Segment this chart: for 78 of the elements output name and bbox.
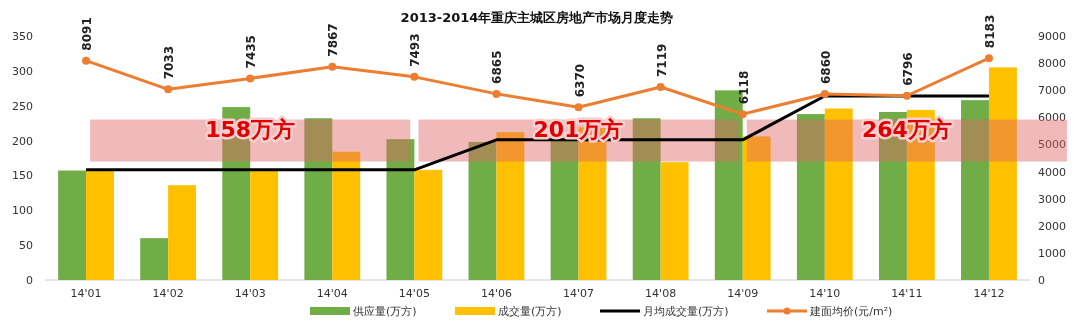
x-tick-label: 14'11 bbox=[891, 287, 923, 300]
legend-label: 月均成交量(万方) bbox=[643, 305, 729, 318]
point bbox=[410, 72, 419, 81]
bar bbox=[742, 136, 771, 280]
data-label: 7119 bbox=[654, 43, 669, 77]
x-tick-label: 14'06 bbox=[480, 287, 512, 300]
bar bbox=[386, 139, 415, 280]
bar bbox=[550, 140, 579, 280]
y-tick-label: 150 bbox=[12, 169, 33, 183]
bar bbox=[660, 162, 689, 280]
data-label: 6865 bbox=[490, 50, 505, 84]
bar bbox=[250, 169, 279, 280]
x-tick-label: 14'07 bbox=[563, 287, 595, 300]
point bbox=[984, 54, 993, 63]
bar bbox=[988, 67, 1017, 280]
y-tick-label: 100 bbox=[12, 204, 33, 218]
bar bbox=[86, 170, 114, 280]
bar bbox=[496, 132, 525, 280]
chart-title: 2013-2014年重庆主城区房地产市场月度走势 bbox=[400, 10, 674, 25]
bar bbox=[824, 108, 853, 280]
y2-tick-label: 2000 bbox=[1038, 219, 1066, 233]
data-label: 6118 bbox=[736, 70, 751, 105]
y-tick-label: 300 bbox=[12, 64, 33, 78]
x-tick-label: 14'12 bbox=[973, 287, 1005, 300]
y-tick-label: 0 bbox=[26, 274, 33, 287]
point bbox=[574, 103, 583, 112]
y2-tick-label: 9000 bbox=[1038, 30, 1066, 43]
data-label: 8091 bbox=[80, 17, 95, 51]
x-tick-label: 14'04 bbox=[316, 287, 348, 300]
point bbox=[164, 85, 173, 94]
y2-tick-label: 1000 bbox=[1038, 246, 1066, 260]
y2-tick-label: 8000 bbox=[1038, 57, 1066, 71]
y2-tick-label: 3000 bbox=[1038, 192, 1066, 206]
x-tick-label: 14'03 bbox=[234, 287, 266, 300]
y2-tick-label: 0 bbox=[1038, 274, 1045, 287]
y2-tick-label: 4000 bbox=[1038, 165, 1066, 179]
point bbox=[738, 110, 747, 119]
y-tick-label: 200 bbox=[12, 134, 33, 148]
x-tick-label: 14'02 bbox=[152, 287, 184, 300]
bar bbox=[332, 151, 361, 280]
bar bbox=[632, 118, 661, 280]
data-label: 7435 bbox=[244, 35, 259, 69]
data-label: 6860 bbox=[818, 50, 833, 85]
data-label: 6370 bbox=[572, 63, 587, 98]
data-label: 6796 bbox=[900, 52, 915, 86]
y2-tick-label: 7000 bbox=[1038, 84, 1066, 98]
x-tick-label: 14'08 bbox=[645, 287, 677, 300]
point bbox=[246, 74, 255, 83]
bar bbox=[961, 100, 989, 280]
point bbox=[492, 89, 501, 98]
y2-tick-label: 6000 bbox=[1038, 111, 1066, 125]
bar bbox=[414, 169, 443, 280]
point bbox=[328, 62, 337, 71]
bar bbox=[468, 141, 497, 280]
x-tick-label: 14'01 bbox=[70, 287, 102, 300]
bar bbox=[304, 118, 333, 280]
x-tick-label: 14'10 bbox=[809, 287, 841, 300]
legend-label: 建面均价(元/m²) bbox=[809, 305, 893, 318]
data-label: 7033 bbox=[162, 45, 177, 80]
y2-tick-label: 5000 bbox=[1038, 138, 1066, 152]
point bbox=[902, 91, 911, 100]
point bbox=[820, 90, 829, 99]
legend-label: 成交量(万方) bbox=[498, 305, 562, 318]
point bbox=[656, 83, 665, 91]
bar bbox=[168, 185, 197, 280]
bar bbox=[796, 114, 825, 280]
x-tick-label: 14'05 bbox=[398, 287, 430, 300]
legend-label: 供应量(万方) bbox=[353, 305, 417, 318]
bar bbox=[140, 238, 169, 280]
y-tick-label: 250 bbox=[12, 99, 33, 113]
bar bbox=[58, 170, 87, 280]
data-label: 7867 bbox=[326, 23, 341, 57]
y-tick-label: 50 bbox=[19, 239, 33, 253]
point bbox=[82, 56, 91, 65]
data-label: 7493 bbox=[408, 33, 423, 67]
y-tick-label: 350 bbox=[12, 30, 33, 43]
data-label: 8183 bbox=[982, 14, 997, 49]
x-tick-label: 14'09 bbox=[727, 287, 759, 300]
